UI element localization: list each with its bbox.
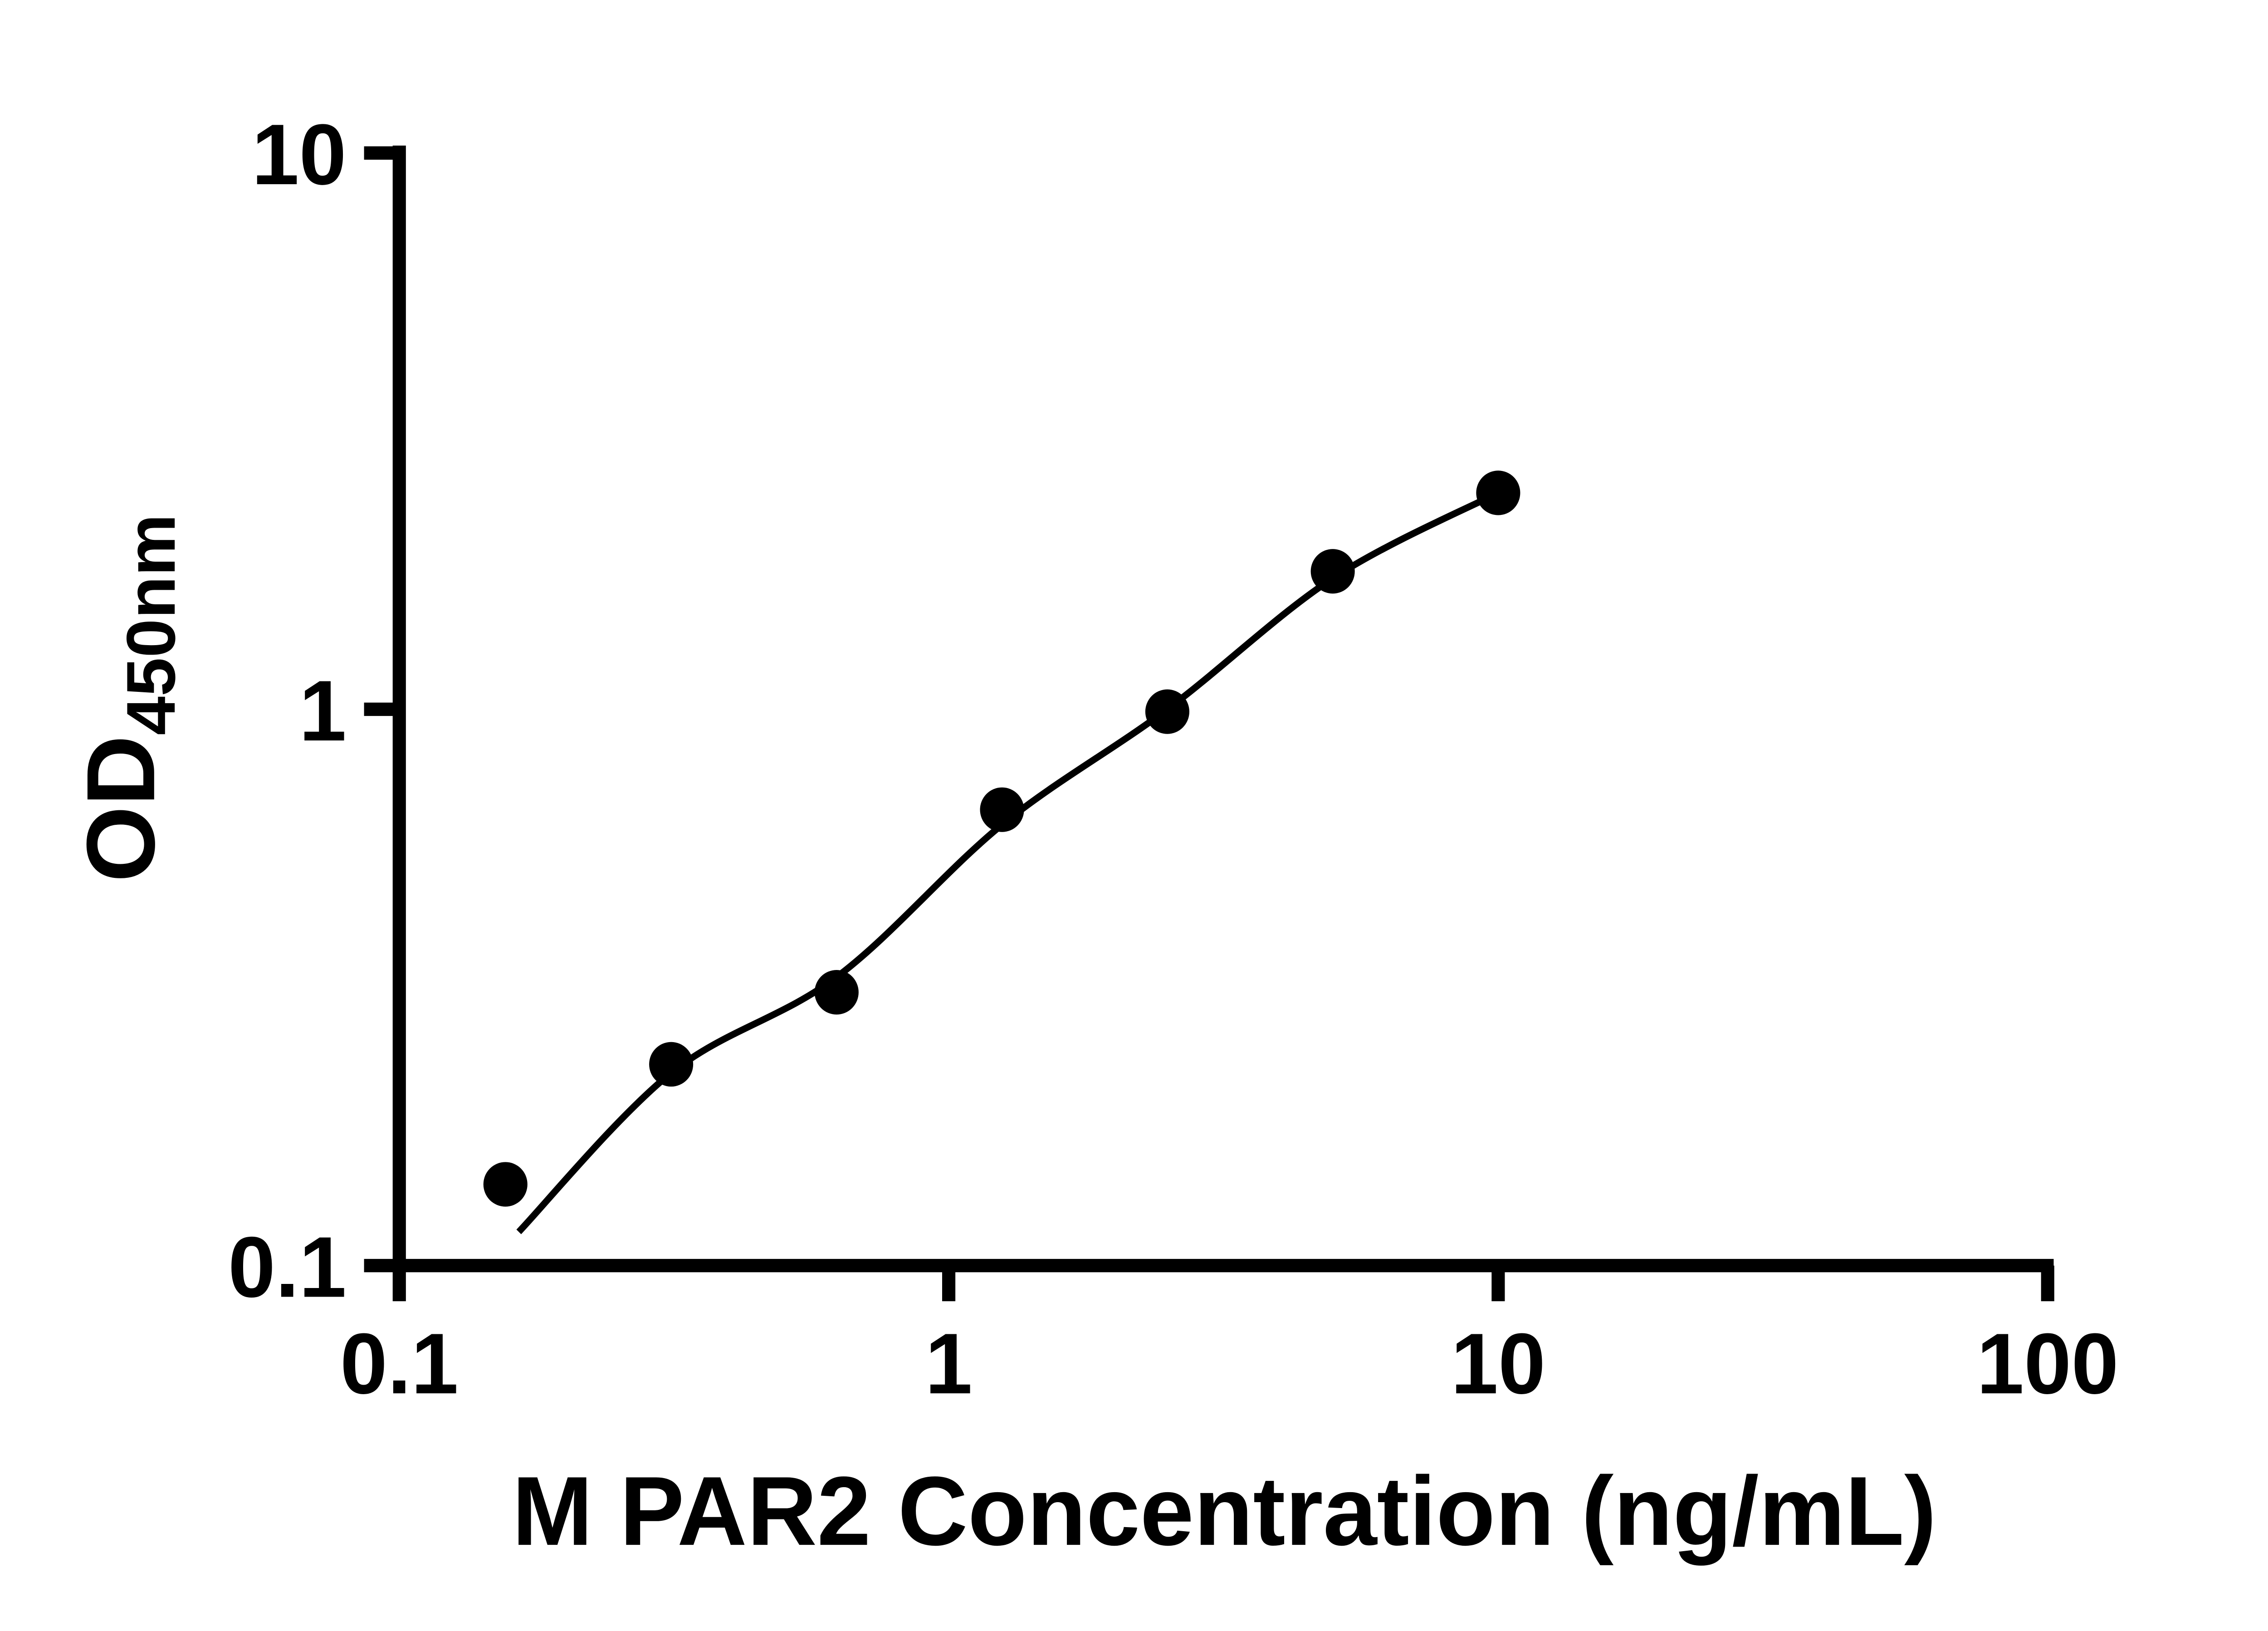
y-axis-tick-label: 10 (252, 107, 347, 203)
x-axis-tick-label: 0.1 (340, 1316, 459, 1412)
x-axis-title: M PAR2 Concentration (ng/mL) (512, 1456, 1936, 1566)
data-point (980, 787, 1024, 832)
data-points-layer (483, 470, 1520, 1207)
data-point (1145, 689, 1190, 734)
y-axis-tick-label: 0.1 (228, 1219, 347, 1315)
y-axis-tick-label: 1 (299, 663, 346, 759)
x-axis-tick-label: 100 (1977, 1316, 2119, 1412)
y-axis-title-subscript: 450nm (113, 514, 190, 735)
y-axis-title: OD450nm (67, 514, 190, 882)
x-axis-tick-label: 10 (1451, 1316, 1546, 1412)
data-point (649, 1042, 694, 1087)
data-point (1476, 470, 1520, 515)
data-point (483, 1162, 528, 1207)
fit-curve-path (516, 490, 1500, 1234)
tick-labels: 0.1 1 10 100 0.1 1 10 (228, 107, 2119, 1412)
fit-curve-layer (516, 490, 1500, 1234)
data-point (814, 970, 859, 1015)
data-point (1310, 549, 1355, 594)
y-axis-title-main: OD (67, 735, 175, 882)
tick-marks (364, 146, 2054, 1302)
x-axis-tick-label: 1 (925, 1316, 972, 1412)
